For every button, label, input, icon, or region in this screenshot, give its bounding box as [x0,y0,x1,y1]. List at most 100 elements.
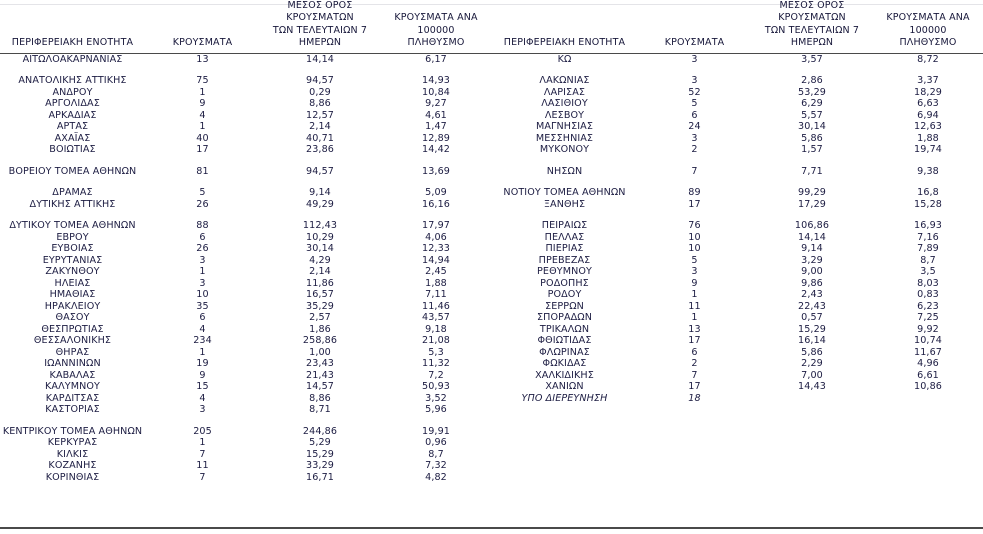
cell-region-left: ΚΑΒΑΛΑΣ [49,369,96,381]
cell-cases-right: 7 [691,165,698,177]
cell-cases-left: 9 [199,98,206,110]
cell-per100k-right: 6,61 [917,369,939,381]
cell-cases-left: 1 [199,437,206,449]
cell-region-left: ΑΡΤΑΣ [56,121,89,133]
cell-region-right: ΡΕΘΥΜΝΟΥ [537,266,592,278]
column-header-cases-left: ΚΡΟΥΣΜΑΤΑ [145,0,260,54]
cell-per100k-right: 12,63 [914,121,942,133]
cell-cases-right: 3 [691,132,698,144]
cell-cases-right [637,404,752,416]
cell-avg7-left: 2,14 [309,121,331,133]
cell-avg7-right: 53,29 [798,86,826,98]
table-row: ΚΑΒΑΛΑΣ 9 21,43 7,2 ΧΑΛΚΙΔΙΚΗΣ 7 7,00 6,61 [0,370,983,382]
cell-cases-right: 1 [691,289,698,301]
column-header-per100k-left: ΚΡΟΥΣΜΑΤΑ ΑΝΑ 100000 ΠΛΗΘΥΣΜΟ [380,0,492,54]
cell-per100k-right: 19,74 [914,144,942,156]
table-bottom-rule [0,527,983,529]
cell-avg7-right: 99,29 [798,187,826,199]
cell-avg7-right: 106,86 [794,220,830,232]
cell-avg7-right: 7,71 [801,165,823,177]
cell-cases-left: 75 [196,75,209,87]
table-row: ΑΡΚΑΔΙΑΣ 4 12,57 4,61 ΛΕΣΒΟΥ 6 5,57 6,94 [0,110,983,122]
cell-per100k-left: 6,17 [425,53,447,65]
table-spacer-row [0,65,983,75]
column-header-per100k-right: ΚΡΟΥΣΜΑΤΑ ΑΝΑ 100000 ΠΛΗΘΥΣΜΟ [872,0,983,54]
cell-region-left: ΑΝΑΤΟΛΙΚΗΣ ΑΤΤΙΚΗΣ [18,75,127,87]
cell-avg7-left: 2,57 [309,312,331,324]
cell-cases-right: 6 [691,346,698,358]
cell-region-left: ΚΑΣΤΟΡΙΑΣ [45,404,100,416]
cell-cases-left: 4 [199,392,206,404]
column-header-region-left: ΠΕΡΙΦΕΡΕΙΑΚΗ ΕΝΟΤΗΤΑ [0,0,145,54]
cell-region-right: ΝΗΣΩΝ [546,165,583,177]
cell-per100k-right: 10,86 [914,381,942,393]
cell-region-right: ΜΥΚΟΝΟΥ [539,144,590,156]
cell-region-right: ΣΕΡΡΩΝ [545,300,584,312]
cell-per100k-right [872,426,983,438]
cell-region-left: ΗΛΕΙΑΣ [54,277,91,289]
cell-avg7-right: 9,14 [801,243,823,255]
table-row: ΚΟΡΙΝΘΙΑΣ 7 16,71 4,82 [0,472,983,484]
cell-avg7-left: 35,29 [306,300,334,312]
cell-per100k-right: 7,89 [917,243,939,255]
cell-avg7-right: 2,86 [801,75,823,87]
cell-avg7-right [752,437,872,449]
cell-region-left: ΘΑΣΟΥ [55,312,90,324]
cell-region-right: ΠΡΕΒΕΖΑΣ [538,254,591,266]
cell-cases-left: 81 [196,165,209,177]
cell-region-right [492,460,637,472]
cell-per100k-left: 7,32 [425,460,447,472]
cell-avg7-right: 9,00 [801,266,823,278]
cell-avg7-right: 2,29 [801,358,823,370]
table-spacer-row [0,210,983,220]
cell-region-right: ΛΑΣΙΘΙΟΥ [541,98,588,110]
table-spacer-row [0,156,983,166]
cell-per100k-left: 16,16 [422,198,450,210]
cell-region-right: ΡΟΔΟΠΗΣ [540,277,589,289]
cell-region-left: ΑΙΤΩΛΟΑΚΑΡΝΑΝΙΑΣ [22,53,123,65]
cell-region-left: ΑΝΔΡΟΥ [52,86,93,98]
cell-cases-left: 35 [196,300,209,312]
table-row: ΘΕΣΠΡΩΤΙΑΣ 4 1,86 9,18 ΤΡΙΚΑΛΩΝ 13 15,29 9,92 [0,324,983,336]
table-row: ΗΜΑΘΙΑΣ 10 16,57 7,11 ΡΟΔΟΥ 1 2,43 0,83 [0,289,983,301]
cell-per100k-right [872,460,983,472]
cell-cases-right: 2 [691,144,698,156]
cell-per100k-right: 10,74 [914,335,942,347]
table-row: ΘΕΣΣΑΛΟΝΙΚΗΣ 234 258,86 21,08 ΦΘΙΩΤΙΔΑΣ 17 16,… [0,335,983,347]
table-row: ΔΥΤΙΚΗΣ ΑΤΤΙΚΗΣ 26 49,29 16,16 ΞΑΝΘΗΣ 17 17,29… [0,199,983,211]
cell-cases-right [637,437,752,449]
cell-region-right: ΛΑΚΩΝΙΑΣ [539,75,590,87]
cell-avg7-left: 30,14 [306,243,334,255]
cell-avg7-left: 9,14 [309,187,331,199]
table-spacer-row [0,177,983,187]
cell-avg7-left: 244,86 [302,425,338,437]
cell-region-right: ΡΟΔΟΥ [547,289,582,301]
cell-region-right: ΠΙΕΡΙΑΣ [545,243,584,255]
cell-avg7-left: 0,29 [309,86,331,98]
cell-region-left: ΑΡΓΟΛΙΔΑΣ [45,98,100,110]
cell-region-right [492,437,637,449]
cell-avg7-left: 8,71 [309,404,331,416]
cell-region-left: ΔΥΤΙΚΟΥ ΤΟΜΕΑ ΑΘΗΝΩΝ [9,220,136,232]
cell-region-right: ΞΑΝΘΗΣ [543,198,586,210]
cell-region-right [492,426,637,438]
cell-region-right: ΧΑΛΚΙΔΙΚΗΣ [535,369,594,381]
cell-per100k-left: 12,33 [422,243,450,255]
cell-cases-left: 15 [196,381,209,393]
table-row: ΑΝΔΡΟΥ 1 0,29 10,84 ΛΑΡΙΣΑΣ 52 53,29 18,29 [0,87,983,99]
table-row: ΚΕΡΚΥΡΑΣ 1 5,29 0,96 [0,437,983,449]
table-row: ΒΟΙΩΤΙΑΣ 17 23,86 14,42 ΜΥΚΟΝΟΥ 2 1,57 19,74 [0,144,983,156]
cell-cases-right: 2 [691,358,698,370]
cases-table: ΠΕΡΙΦΕΡΕΙΑΚΗ ΕΝΟΤΗΤΑ ΚΡΟΥΣΜΑΤΑ ΜΕΣΟΣ ΟΡΟ… [0,0,983,483]
cell-region-left: ΙΩΑΝΝΙΝΩΝ [44,358,101,370]
cell-per100k-left: 11,46 [422,300,450,312]
cell-cases-right [637,460,752,472]
cell-per100k-right [872,437,983,449]
cell-avg7-left: 4,29 [309,254,331,266]
cell-avg7-right: 16,14 [798,335,826,347]
cell-per100k-right: 3,5 [920,266,936,278]
table-header-row: ΠΕΡΙΦΕΡΕΙΑΚΗ ΕΝΟΤΗΤΑ ΚΡΟΥΣΜΑΤΑ ΜΕΣΟΣ ΟΡΟ… [0,0,983,54]
table-row: ΒΟΡΕΙΟΥ ΤΟΜΕΑ ΑΘΗΝΩΝ 81 94,57 13,69 ΝΗΣΩΝ 7 7,… [0,166,983,178]
cell-region-right [492,472,637,484]
